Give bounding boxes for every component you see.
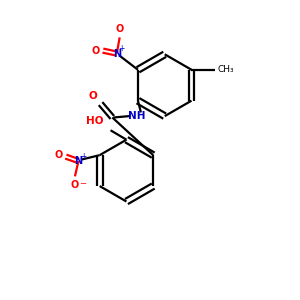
Text: O: O (91, 46, 99, 56)
Text: N: N (74, 156, 83, 166)
Text: O: O (116, 24, 124, 34)
Text: +: + (80, 152, 86, 161)
Text: O: O (54, 150, 62, 160)
Text: NH: NH (128, 111, 145, 121)
Text: HO: HO (86, 116, 104, 126)
Text: −: − (80, 180, 86, 189)
Text: O: O (71, 180, 79, 190)
Text: O: O (89, 91, 98, 101)
Text: CH₃: CH₃ (218, 65, 235, 74)
Text: N: N (113, 49, 121, 58)
Text: +: + (118, 44, 124, 53)
